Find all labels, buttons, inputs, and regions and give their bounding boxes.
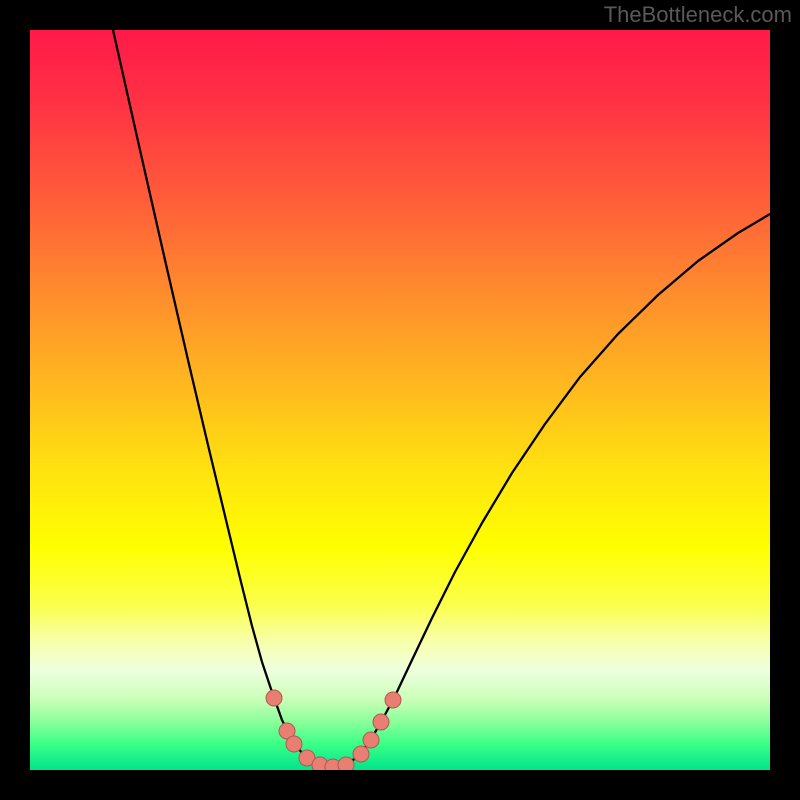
data-marker <box>286 736 302 752</box>
data-marker <box>363 732 379 748</box>
bottleneck-curve <box>113 30 770 767</box>
data-marker <box>266 690 282 706</box>
curve-layer <box>30 30 770 770</box>
data-marker <box>385 692 401 708</box>
data-marker <box>353 746 369 762</box>
plot-area <box>30 30 770 770</box>
watermark: TheBottleneck.com <box>604 2 792 28</box>
data-marker <box>338 757 354 770</box>
chart-container: TheBottleneck.com <box>0 0 800 800</box>
data-marker <box>373 714 389 730</box>
